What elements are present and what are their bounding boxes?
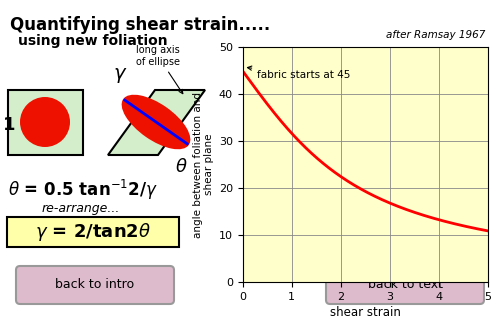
Ellipse shape (20, 97, 70, 147)
FancyBboxPatch shape (16, 266, 174, 304)
Y-axis label: angle between foliation and
shear plane: angle between foliation and shear plane (193, 92, 214, 238)
Text: using new foliation: using new foliation (18, 34, 168, 48)
Text: back to intro: back to intro (56, 278, 134, 291)
Text: 1: 1 (3, 116, 16, 134)
Text: long axis
of ellipse: long axis of ellipse (136, 45, 183, 94)
Text: Quantifying shear strain.....: Quantifying shear strain..... (10, 16, 270, 34)
FancyBboxPatch shape (326, 266, 484, 304)
FancyBboxPatch shape (7, 217, 179, 247)
Text: back to text: back to text (368, 278, 442, 291)
Text: after Ramsay 1967: after Ramsay 1967 (386, 30, 485, 40)
Text: $\theta$ = 0.5 tan$^{-1}$2/$\gamma$: $\theta$ = 0.5 tan$^{-1}$2/$\gamma$ (8, 178, 158, 202)
X-axis label: shear strain: shear strain (330, 306, 400, 319)
Text: re-arrange...: re-arrange... (42, 202, 120, 215)
Text: $\gamma$ = 2/tan2$\theta$: $\gamma$ = 2/tan2$\theta$ (35, 221, 151, 243)
Text: $\gamma$: $\gamma$ (113, 66, 127, 85)
Text: fabric starts at 45: fabric starts at 45 (248, 66, 350, 81)
Ellipse shape (122, 95, 190, 149)
Bar (8, 90, 83, 155)
Text: $\theta$: $\theta$ (175, 158, 188, 176)
Polygon shape (108, 90, 205, 155)
